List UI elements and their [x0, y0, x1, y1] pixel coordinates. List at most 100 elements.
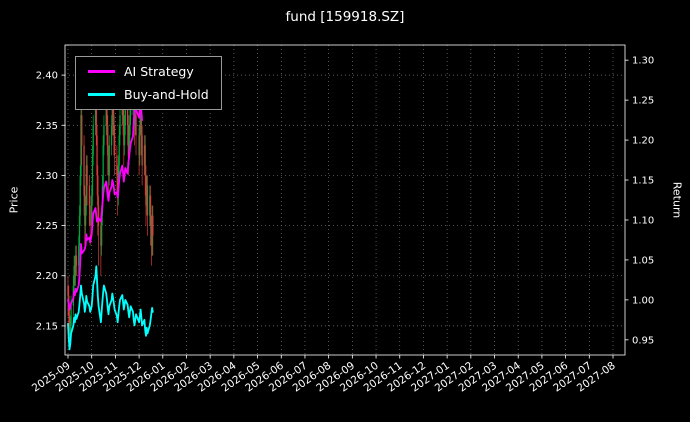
price-tick-label: 2.30 [36, 171, 58, 182]
ai-strategy-line-swatch [88, 70, 115, 73]
candle-body [69, 325, 71, 336]
candle-body [97, 205, 100, 226]
candle-body [138, 135, 140, 156]
candle-body [89, 205, 91, 226]
price-tick-label: 2.35 [36, 121, 58, 132]
candle-body [128, 135, 130, 156]
price-tick-label: 2.40 [36, 71, 58, 82]
candle-body [146, 185, 149, 216]
candle-body [152, 215, 154, 236]
return-tick-label: 1.20 [632, 136, 654, 147]
candle-body [127, 125, 130, 156]
candle-body [74, 255, 77, 276]
candle-body [107, 155, 110, 176]
candle-body [123, 125, 126, 146]
candle-body [68, 315, 71, 336]
candle-body [135, 115, 137, 136]
candle-body [141, 135, 143, 166]
candle-body [84, 195, 86, 226]
legend: AI Strategy Buy-and-Hold [75, 56, 222, 110]
candle-body [134, 115, 136, 126]
candle-body [119, 115, 121, 136]
candle-body [83, 145, 85, 196]
y-axis-label-return: Return [670, 181, 684, 219]
candle-body [105, 105, 107, 126]
candle-body [73, 265, 75, 286]
candle-body [143, 145, 146, 166]
candle-body [94, 105, 97, 126]
candle-body [80, 115, 82, 176]
candle-body [139, 125, 141, 156]
candle-body [111, 105, 113, 126]
candle-body [110, 125, 113, 146]
candle-body [139, 105, 142, 126]
candle-body [149, 195, 152, 226]
candle-body [91, 155, 94, 196]
candle-body [92, 125, 94, 156]
candle-body [113, 115, 115, 136]
candle-body [145, 175, 147, 206]
candle-body [123, 115, 125, 146]
buy-and-hold-line-swatch [88, 93, 115, 96]
candle-body [96, 135, 98, 176]
candle-body [79, 175, 81, 216]
candle-body [88, 185, 91, 206]
candle-body [118, 135, 120, 166]
candle-body [124, 105, 126, 126]
candle-body [67, 285, 69, 296]
candle-body [126, 105, 129, 126]
candle-body [107, 125, 109, 156]
price-tick-label: 2.25 [36, 221, 58, 232]
candle-body [106, 105, 108, 126]
price-tick-label: 2.15 [36, 321, 58, 332]
candle-body [100, 225, 102, 246]
return-tick-label: 1.25 [632, 96, 654, 107]
price-tick-label: 2.20 [36, 271, 58, 282]
candle-body [116, 155, 118, 176]
grid [65, 45, 625, 355]
y-axis-label-price: Price [7, 186, 21, 214]
candle-body [81, 115, 83, 146]
candle-body [86, 165, 88, 186]
return-tick-label: 1.15 [632, 176, 654, 187]
candle-body [151, 215, 153, 246]
series-line-0 [67, 100, 144, 311]
candle-body [74, 265, 76, 276]
return-tick-label: 1.05 [632, 255, 654, 266]
legend-item-ai-strategy: AI Strategy [88, 64, 209, 79]
candle-body [144, 145, 146, 176]
return-tick-label: 1.00 [632, 295, 654, 306]
candle-body [91, 195, 93, 226]
candle-body [129, 115, 131, 136]
plot-border [64, 44, 626, 356]
candle-body [95, 105, 97, 136]
return-tick-label: 0.95 [632, 335, 654, 346]
candle-body [78, 215, 81, 246]
chart-title: fund [159918.SZ] [285, 9, 405, 25]
return-tick-label: 1.10 [632, 215, 654, 226]
candle-body [75, 255, 78, 266]
legend-label-ai-strategy: AI Strategy [124, 64, 194, 79]
candle-body [97, 175, 99, 206]
candle-body [146, 185, 148, 206]
candle-body [117, 175, 119, 196]
candle-body [113, 135, 116, 156]
candle-body [85, 165, 87, 206]
candle-body [102, 145, 104, 186]
candle-body [149, 195, 151, 216]
return-tick-label: 1.30 [632, 56, 654, 67]
candle-body [150, 225, 152, 246]
candle-body [100, 215, 103, 246]
candle-body [78, 245, 80, 266]
candle-body [70, 305, 72, 326]
legend-label-buy-and-hold: Buy-and-Hold [124, 87, 209, 102]
legend-item-buy-and-hold: Buy-and-Hold [88, 87, 209, 102]
series-line-1 [67, 265, 154, 351]
candle-body [108, 145, 110, 176]
candle-body [103, 125, 105, 146]
candle-body [84, 205, 87, 226]
candlestick-series [67, 85, 154, 346]
candle-body [112, 105, 114, 116]
